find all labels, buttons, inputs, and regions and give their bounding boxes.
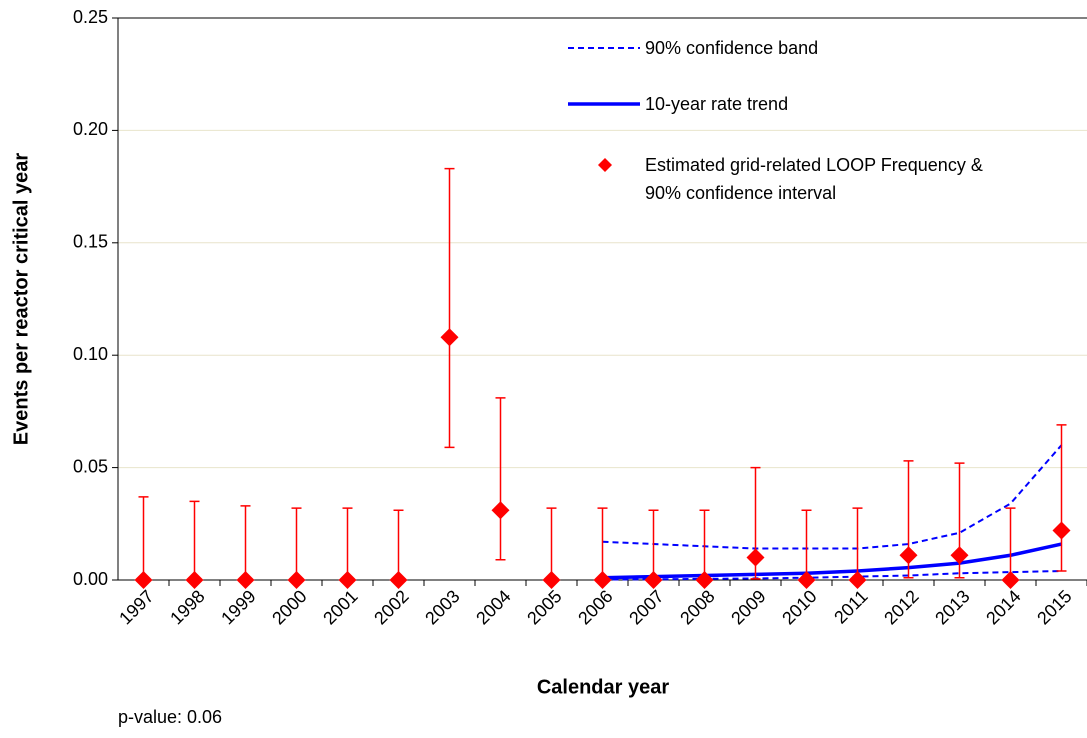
annotation: p-value: 0.06 bbox=[118, 707, 222, 727]
error-bar bbox=[138, 496, 149, 581]
error-bar bbox=[495, 397, 506, 561]
marker bbox=[848, 571, 867, 589]
x-tick-label: 2014 bbox=[982, 586, 1024, 628]
x-tick-label: 2007 bbox=[625, 586, 667, 628]
marker bbox=[338, 571, 357, 589]
marker bbox=[695, 571, 714, 589]
error-bar bbox=[597, 507, 608, 581]
x-tick-label: 2012 bbox=[880, 586, 922, 628]
error-bar bbox=[1005, 507, 1016, 581]
x-tick-label: 2008 bbox=[676, 586, 718, 628]
x-tick-label: 2005 bbox=[523, 586, 565, 628]
error-bar bbox=[393, 509, 404, 581]
x-tick-label: 2002 bbox=[370, 586, 412, 628]
x-tick-label: 2013 bbox=[931, 586, 973, 628]
line bbox=[602, 542, 1062, 580]
marker bbox=[1052, 521, 1071, 540]
marker bbox=[1001, 571, 1020, 589]
marker bbox=[542, 571, 561, 589]
error-bar bbox=[546, 507, 557, 581]
marker bbox=[950, 546, 969, 565]
marker bbox=[185, 571, 204, 589]
x-tick-label: 2009 bbox=[727, 586, 769, 628]
marker bbox=[593, 571, 612, 589]
y-tick-label: 0.10 bbox=[73, 344, 108, 364]
marker bbox=[389, 571, 408, 589]
y-tick-label: 0.05 bbox=[73, 456, 108, 476]
marker bbox=[236, 571, 255, 589]
error-bar bbox=[1056, 424, 1067, 572]
marker bbox=[644, 571, 663, 589]
error-bar bbox=[444, 167, 455, 449]
x-tick-label: 1997 bbox=[115, 586, 157, 628]
x-tick-label: 1999 bbox=[217, 586, 259, 628]
error-bar bbox=[342, 507, 353, 581]
error-bar bbox=[699, 509, 710, 581]
marker bbox=[797, 571, 816, 589]
x-tick-label: 2011 bbox=[830, 586, 872, 628]
marker bbox=[440, 328, 459, 347]
error-bar bbox=[291, 507, 302, 581]
legend-label: 10-year rate trend bbox=[645, 94, 789, 114]
legend-label: Estimated grid-related LOOP Frequency & … bbox=[645, 155, 983, 203]
x-tick-label: 2015 bbox=[1033, 586, 1075, 628]
x-tick-label: 2004 bbox=[472, 586, 514, 628]
x-tick-label: 2010 bbox=[778, 586, 820, 628]
line bbox=[602, 444, 1063, 550]
error-bar bbox=[801, 509, 812, 581]
x-tick-label: 2001 bbox=[319, 586, 361, 628]
x-tick-label: 2006 bbox=[574, 586, 616, 628]
x-tick-label: 2003 bbox=[421, 586, 463, 628]
y-tick-label: 0.15 bbox=[73, 232, 108, 252]
marker bbox=[134, 571, 153, 589]
y-tick-label: 0.00 bbox=[73, 569, 108, 589]
error-bar bbox=[240, 505, 251, 581]
x-tick-label: 1998 bbox=[166, 586, 208, 628]
y-tick-label: 0.20 bbox=[73, 119, 108, 139]
marker bbox=[899, 546, 918, 565]
y-axis-title: Events per reactor critical year bbox=[10, 153, 32, 446]
x-tick-label: 2000 bbox=[268, 586, 310, 628]
x-axis-title: Calendar year bbox=[537, 676, 670, 698]
legend-label: 90% confidence band bbox=[645, 38, 819, 58]
marker bbox=[491, 501, 510, 520]
legend-marker bbox=[598, 158, 612, 172]
marker bbox=[746, 548, 765, 567]
line bbox=[602, 570, 1062, 581]
marker bbox=[287, 571, 306, 589]
y-tick-label: 0.25 bbox=[73, 7, 108, 27]
error-bar bbox=[189, 500, 200, 581]
